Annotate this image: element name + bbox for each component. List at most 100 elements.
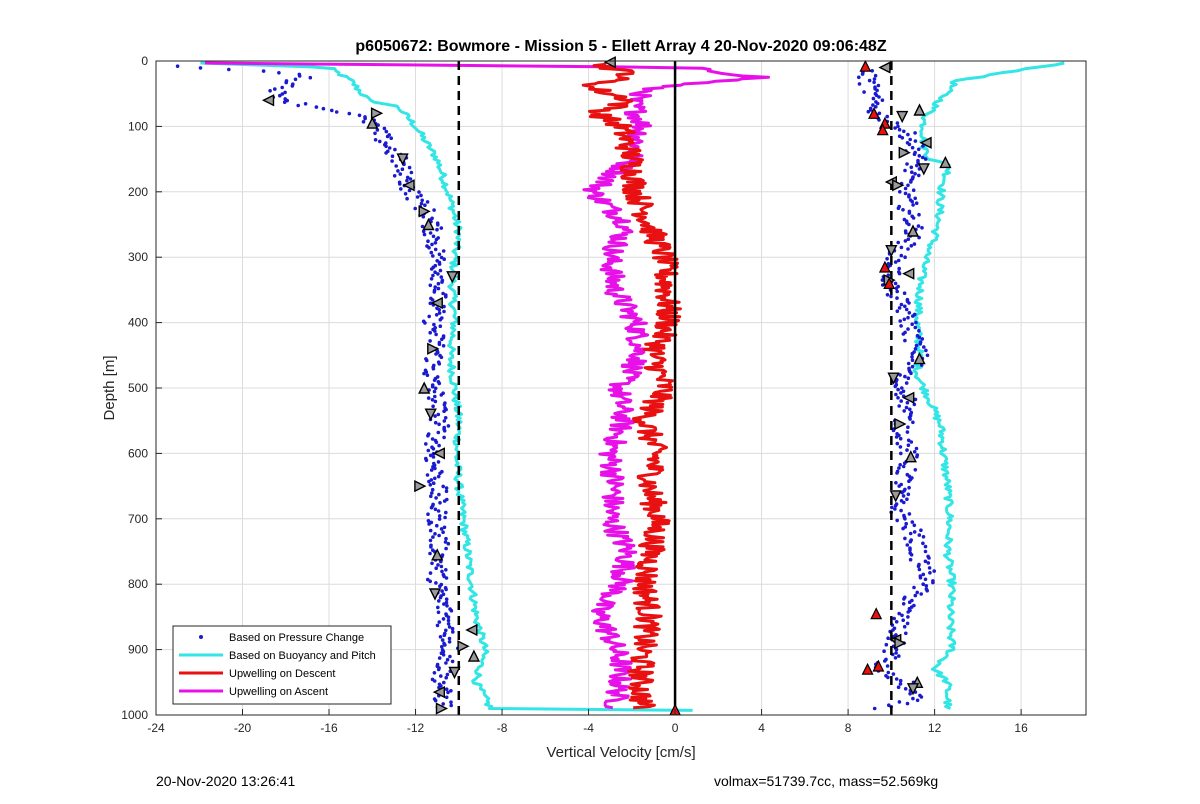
pressure-point: [434, 566, 439, 570]
turning-marker: [913, 352, 926, 365]
pressure-point: [439, 564, 444, 569]
pressure-point: [912, 530, 917, 534]
pressure-point: [433, 399, 438, 404]
pressure-point: [907, 142, 912, 147]
pressure-point: [398, 182, 402, 186]
pressure-point: [433, 386, 438, 391]
pressure-point: [916, 224, 921, 228]
pressure-point: [898, 445, 903, 449]
x-tick-label: -4: [583, 721, 594, 735]
pressure-point: [283, 90, 287, 95]
pressure-point: [432, 322, 436, 327]
turning-marker: [906, 224, 920, 237]
pressure-point: [924, 584, 929, 588]
pressure-point: [431, 366, 436, 371]
x-tick-label: 4: [758, 721, 765, 735]
pressure-point: [892, 616, 896, 621]
pressure-point: [373, 131, 377, 136]
pressure-point: [268, 89, 272, 93]
pressure-point: [430, 298, 435, 302]
pressure-point: [919, 528, 923, 532]
pressure-point: [857, 75, 861, 80]
pressure-point: [931, 580, 935, 585]
pressure-point: [429, 267, 434, 271]
pressure-point: [904, 405, 909, 410]
pressure-point: [427, 522, 431, 526]
upwelling-descent-line: [581, 62, 682, 710]
x-tick-label: -16: [320, 721, 338, 735]
pressure-point: [437, 656, 442, 660]
pressure-point: [430, 437, 435, 441]
turning-marker: [894, 636, 907, 650]
pressure-point: [903, 304, 907, 309]
y-tick-label: 700: [128, 512, 148, 526]
pressure-point: [447, 636, 452, 641]
pressure-point: [911, 314, 915, 318]
pressure-point: [433, 285, 438, 289]
legend: Based on Pressure Change Based on Buoyanc…: [172, 625, 392, 705]
pressure-point: [427, 479, 431, 484]
pressure-point: [427, 245, 431, 250]
pressure-point: [413, 206, 418, 211]
pressure-point: [897, 654, 901, 658]
pressure-point: [893, 126, 897, 130]
pressure-point: [428, 483, 433, 487]
pressure-point: [441, 653, 446, 657]
red-marker: [878, 260, 891, 273]
pressure-point: [396, 169, 400, 173]
turning-marker: [428, 588, 442, 601]
pressure-point: [903, 191, 908, 196]
x-tick-label: -24: [147, 721, 165, 735]
pressure-point: [426, 512, 430, 516]
pressure-point: [436, 430, 441, 435]
pressure-point: [917, 329, 921, 333]
pressure-point: [437, 533, 441, 538]
pressure-point: [278, 93, 282, 98]
pressure-point: [441, 617, 446, 621]
pressure-point: [436, 272, 440, 276]
pressure-point: [431, 447, 436, 451]
pressure-point: [905, 543, 910, 547]
pressure-point: [899, 451, 903, 456]
pressure-point: [894, 677, 899, 681]
red-marker: [872, 659, 885, 672]
red-marker: [861, 662, 874, 675]
pressure-point: [886, 636, 890, 640]
pressure-point: [432, 679, 437, 683]
pressure-point: [910, 520, 915, 524]
pressure-point: [921, 582, 925, 586]
pressure-point: [434, 496, 438, 500]
pressure-point: [394, 164, 399, 168]
x-tick-label: 8: [845, 721, 852, 735]
turning-marker: [422, 217, 435, 231]
pressure-point: [923, 544, 928, 549]
pressure-point: [895, 518, 899, 523]
pressure-point: [438, 501, 442, 505]
pressure-point: [433, 414, 437, 418]
pressure-point: [438, 595, 443, 600]
pressure-point: [436, 563, 440, 567]
pressure-point: [891, 628, 895, 632]
pressure-point: [898, 463, 902, 467]
pressure-point: [437, 514, 442, 518]
pressure-point: [415, 195, 420, 199]
pressure-point: [378, 139, 382, 144]
pressure-point: [904, 307, 909, 312]
pressure-point: [894, 647, 899, 652]
pressure-point: [921, 541, 925, 546]
pressure-point: [901, 618, 905, 622]
pressure-point: [900, 613, 904, 618]
pressure-point: [895, 309, 900, 314]
turning-marker: [906, 683, 920, 696]
turning-marker: [889, 490, 902, 503]
pressure-point: [297, 74, 302, 78]
pressure-point: [392, 174, 397, 178]
pressure-point: [911, 203, 915, 207]
pressure-point: [904, 521, 908, 526]
turning-marker: [402, 179, 415, 192]
pressure-point: [437, 342, 442, 347]
pressure-point: [440, 644, 444, 649]
pressure-point: [880, 98, 885, 102]
pressure-point: [429, 545, 433, 549]
pressure-point: [906, 615, 910, 619]
